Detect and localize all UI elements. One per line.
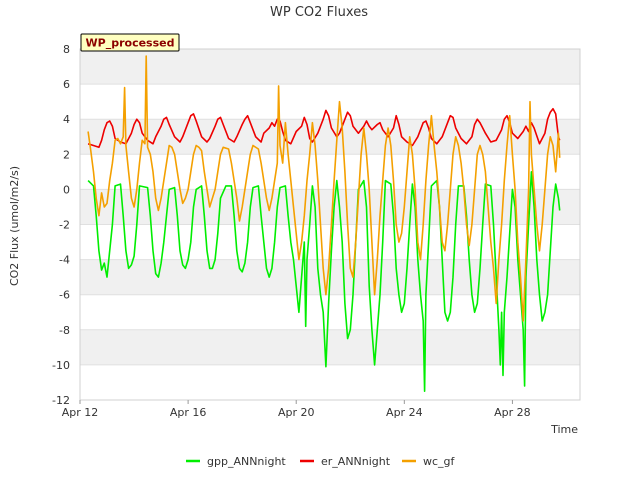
- plot-frame: [79, 48, 581, 401]
- legend-label-gpp_ANNnight: gpp_ANNnight: [207, 455, 286, 468]
- legend-label-wc_gf: wc_gf: [423, 455, 456, 468]
- x-tick-label: Apr 16: [170, 406, 207, 419]
- y-tick-label: -2: [59, 219, 70, 232]
- legend: gpp_ANNnight er_ANNnight wc_gf: [186, 455, 456, 468]
- y-tick-label: 2: [63, 148, 70, 161]
- background-band: [80, 189, 580, 225]
- series-line-gpp_ANNnight: [87, 171, 561, 392]
- y-axis-label: CO2 Flux (umol/m2/s): [8, 166, 21, 286]
- background-band: [80, 49, 580, 85]
- y-tick-label: 4: [63, 113, 70, 126]
- y-tick-label: -6: [59, 289, 70, 302]
- x-tick-label: Apr 28: [494, 406, 531, 419]
- x-axis-label: Time: [550, 423, 578, 436]
- x-axis-ticks: Apr 12 Apr 16 Apr 20 Apr 24 Apr 28: [62, 400, 531, 419]
- plot-background-bands: [80, 49, 580, 365]
- y-tick-label: 8: [63, 43, 70, 56]
- background-band: [80, 329, 580, 365]
- x-tick-label: Apr 12: [62, 406, 99, 419]
- y-tick-label: 0: [63, 183, 70, 196]
- legend-label-er_ANNnight: er_ANNnight: [321, 455, 391, 468]
- y-tick-label: -4: [59, 254, 70, 267]
- processed-badge: WP_processed: [80, 33, 180, 52]
- chart-title: WP CO2 Fluxes: [270, 5, 368, 20]
- x-tick-label: Apr 20: [278, 406, 315, 419]
- y-tick-label: -10: [52, 359, 70, 372]
- series-line-wc_gf: [87, 55, 561, 322]
- y-tick-label: 6: [63, 78, 70, 91]
- y-tick-label: -12: [52, 394, 70, 407]
- x-tick-label: Apr 24: [386, 406, 423, 419]
- series-line-er_ANNnight: [87, 107, 561, 149]
- y-axis-ticks: 8 6 4 2 0 -2 -4 -6 -8 -10 -12: [52, 43, 70, 407]
- y-tick-label: -8: [59, 324, 70, 337]
- series-lines: [87, 55, 561, 392]
- processed-badge-text: WP_processed: [86, 37, 175, 50]
